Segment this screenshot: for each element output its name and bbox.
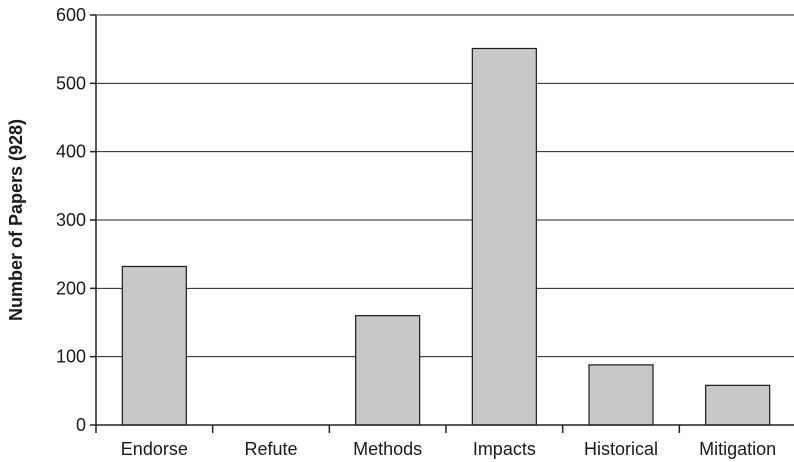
y-tick-label: 200 xyxy=(56,278,86,298)
bar-endorse xyxy=(121,265,187,426)
y-tick-label: 600 xyxy=(56,5,86,25)
x-tick-label: Endorse xyxy=(121,439,188,459)
bar-impacts xyxy=(471,47,537,426)
x-tick-label: Methods xyxy=(353,439,422,459)
bars xyxy=(121,47,771,426)
y-tick-label: 300 xyxy=(56,210,86,230)
x-tick-label: Impacts xyxy=(473,439,536,459)
x-tick-label: Refute xyxy=(244,439,297,459)
y-axis-title: Number of Papers (928) xyxy=(6,119,26,321)
tick-labels: 0 100 200 300 400 500 600 Endorse Refute Methods I… xyxy=(56,5,776,459)
bar-methods xyxy=(355,315,421,426)
axes xyxy=(90,14,794,433)
x-tick-label: Mitigation xyxy=(699,439,776,459)
y-tick-label: 100 xyxy=(56,347,86,367)
bar-mitigation xyxy=(705,384,771,426)
gridlines xyxy=(96,14,794,358)
x-tick-label: Historical xyxy=(584,439,658,459)
bar-historical xyxy=(588,364,654,426)
y-tick-label: 500 xyxy=(56,73,86,93)
y-tick-label: 400 xyxy=(56,142,86,162)
y-tick-label: 0 xyxy=(76,415,86,435)
